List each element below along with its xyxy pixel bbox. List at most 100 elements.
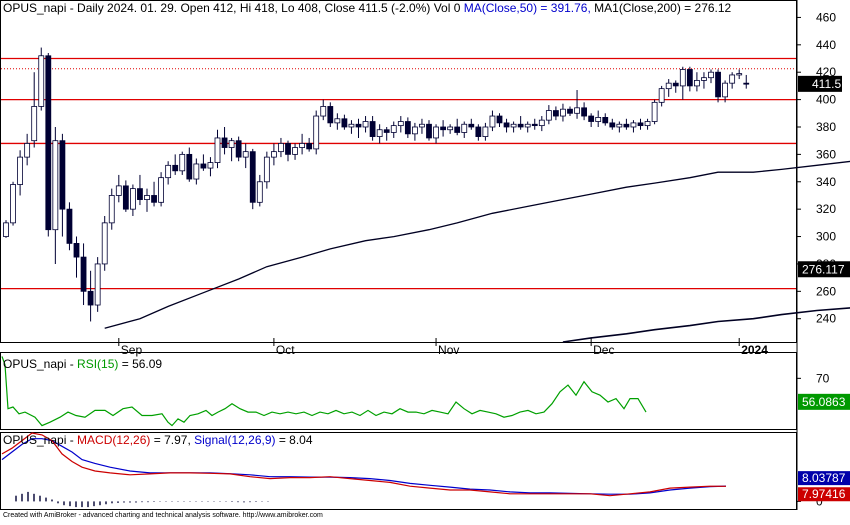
- rsi-title-tail: = 56.09: [118, 357, 162, 371]
- candle-body-75: [531, 123, 538, 127]
- price-title: OPUS_napi - Daily 2024. 01. 29. Open 412…: [3, 1, 732, 15]
- candle-body-26: [186, 153, 193, 180]
- candle-body-25: [179, 153, 186, 172]
- candle-body-78: [553, 110, 559, 117]
- price-tag-label: 411.5: [812, 77, 841, 91]
- rsi-title-symbol: OPUS_napi: [3, 357, 66, 371]
- candle-body-57: [404, 121, 411, 135]
- candle-body-59: [419, 123, 425, 128]
- candle-body-29: [207, 162, 214, 169]
- candle-body-105: [743, 82, 750, 85]
- candle-body-44: [313, 115, 320, 150]
- candle-body-15: [108, 195, 115, 224]
- macd-tag-box: [798, 487, 850, 502]
- candle-body-101: [715, 71, 721, 98]
- macd-path: [1, 432, 727, 497]
- candle-body-56: [397, 121, 404, 127]
- price-title-symbol: OPUS_napi: [3, 1, 66, 15]
- candle-body-63: [447, 126, 454, 131]
- price-y-axis: 240260280300320340360380400420440460: [797, 10, 836, 326]
- price-tick-label-240: 240: [816, 312, 836, 326]
- candle-body-40: [285, 143, 291, 155]
- candle-body-100: [708, 71, 714, 79]
- candle-body-24: [172, 164, 179, 172]
- rsi-title-name: RSI(15): [77, 357, 118, 371]
- macd-title-dash: -: [66, 433, 77, 447]
- candle-body-47: [334, 118, 341, 124]
- rsi-path: [1, 356, 647, 427]
- candle-body-66: [468, 123, 475, 128]
- price-tick-label-320: 320: [816, 202, 836, 216]
- candle-body-77: [545, 110, 552, 121]
- candle-body-10: [73, 242, 80, 258]
- candle-body-46: [327, 106, 334, 124]
- ma200-tag-box: [798, 261, 850, 278]
- candle-body-14: [101, 222, 108, 265]
- candle-body-12: [87, 290, 94, 306]
- candle-body-51: [362, 121, 369, 128]
- candle-body-3: [24, 143, 31, 158]
- candle-body-7: [52, 140, 59, 231]
- candle-body-8: [59, 140, 66, 210]
- candle-body-41: [292, 147, 298, 155]
- candle-body-96: [679, 69, 686, 87]
- candle-body-0: [3, 222, 9, 237]
- rsi-tags: 56.0863: [798, 393, 850, 410]
- macd-tags: 8.03787 7.97416: [798, 471, 850, 502]
- candle-body-52: [369, 121, 376, 137]
- macd-tick-label-0: 0: [816, 494, 823, 508]
- candle-body-31: [221, 137, 228, 148]
- candle-body-87: [616, 123, 623, 128]
- candle-body-94: [665, 82, 672, 90]
- candle-body-27: [193, 163, 200, 180]
- candle-body-53: [376, 129, 383, 137]
- rsi-line: [1, 356, 647, 427]
- candle-body-60: [426, 123, 432, 139]
- candle-body-23: [165, 164, 172, 179]
- candle-body-95: [672, 82, 679, 87]
- price-tick-label-380: 380: [816, 120, 836, 134]
- candle-body-99: [701, 77, 707, 81]
- candle-body-104: [736, 73, 743, 76]
- candle-body-90: [637, 122, 644, 127]
- candle-body-33: [235, 140, 242, 158]
- macd-title-signal: Signal(12,26,9): [194, 433, 275, 447]
- price-title-ma200: MA1(Close,200) = 276.12: [594, 1, 731, 15]
- candle-body-45: [320, 106, 327, 117]
- candle-body-92: [651, 101, 658, 122]
- price-tick-label-460: 460: [816, 10, 836, 24]
- candle-body-11: [80, 256, 87, 292]
- price-panel-frame: [0, 0, 797, 343]
- price-title-main: - Daily 2024. 01. 29. Open 412, Hi 418, …: [66, 1, 463, 15]
- rsi-title-dash: -: [66, 357, 77, 371]
- candle-body-86: [609, 122, 616, 128]
- candle-body-43: [306, 143, 313, 150]
- candle-body-58: [411, 126, 418, 135]
- candle-body-80: [567, 108, 573, 114]
- candle-body-79: [560, 108, 566, 117]
- candle-body-9: [66, 208, 73, 244]
- candle-body-62: [440, 126, 447, 131]
- signal-tag-label: 8.03787: [802, 471, 846, 485]
- candle-body-4: [31, 106, 38, 142]
- candle-body-49: [348, 123, 355, 128]
- price-tags: 411.5 276.117: [798, 75, 850, 278]
- candle-body-88: [623, 123, 630, 128]
- candle-body-83: [588, 115, 595, 122]
- candle-body-102: [722, 82, 728, 98]
- candle-body-21: [151, 195, 157, 203]
- macd-title-name: MACD(12,26): [77, 433, 150, 447]
- candle-body-68: [482, 126, 489, 137]
- price-tick-label-340: 340: [816, 175, 836, 189]
- candle-body-74: [524, 123, 531, 128]
- candle-body-42: [299, 143, 306, 148]
- x-tick-label-Nov: Nov: [438, 343, 459, 357]
- footer-credit: Created with AmiBroker - advanced charti…: [3, 512, 323, 519]
- candle-body-20: [144, 195, 150, 200]
- macd-title-mid: = 7.97,: [150, 433, 194, 447]
- rsi-panel-frame: [0, 352, 797, 430]
- candle-body-18: [129, 188, 136, 210]
- ma200-path: [562, 307, 850, 343]
- candle-body-54: [383, 129, 390, 133]
